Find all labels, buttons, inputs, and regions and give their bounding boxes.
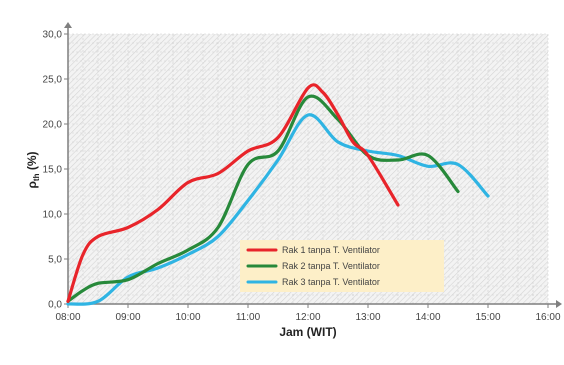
legend-label-rak-3: Rak 3 tanpa T. Ventilator [282, 277, 380, 287]
x-tick-label: 16:00 [535, 312, 560, 323]
x-axis-arrow [556, 300, 562, 308]
x-tick-label: 09:00 [115, 312, 140, 323]
y-axis-title: ρth (%) [25, 152, 41, 189]
y-tick-label: 25,0 [43, 75, 63, 86]
axes [64, 22, 562, 308]
x-tick-label: 13:00 [355, 312, 380, 323]
legend-label-rak-2: Rak 2 tanpa T. Ventilator [282, 261, 380, 271]
x-axis-title: Jam (WIT) [279, 325, 336, 339]
x-tick-label: 14:00 [415, 312, 440, 323]
series-lines [66, 83, 490, 306]
legend-label-rak-1: Rak 1 tanpa T. Ventilator [282, 245, 380, 255]
x-tick-label: 11:00 [236, 312, 261, 323]
y-tick-label: 30,0 [43, 30, 63, 41]
y-tick-label: 15,0 [43, 165, 63, 176]
y-tick-label: 20,0 [43, 120, 63, 131]
x-tick-label: 12:00 [295, 312, 320, 323]
y-tick-label: 0,0 [48, 300, 62, 311]
series-line-rak-1 [66, 83, 400, 303]
series-line-rak-3 [66, 113, 490, 306]
x-tick-label: 15:00 [475, 312, 500, 323]
x-tick-label: 10:00 [175, 312, 200, 323]
x-tick-label: 08:00 [55, 312, 80, 323]
series-line-rak-2 [66, 94, 460, 303]
y-tick-label: 5,0 [48, 255, 62, 266]
y-tick-label: 10,0 [43, 210, 63, 221]
legend: Rak 1 tanpa T. Ventilator Rak 2 tanpa T.… [240, 240, 444, 292]
tick-labels: 08:00 09:00 10:00 11:00 12:00 13:00 14:00 15:00… [43, 30, 561, 324]
y-axis-arrow [64, 22, 72, 28]
